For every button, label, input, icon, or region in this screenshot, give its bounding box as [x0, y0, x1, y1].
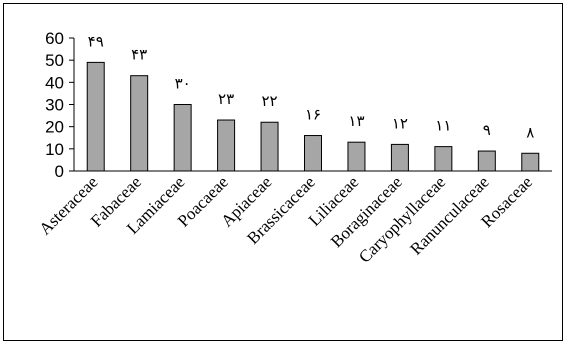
bar-brassicaceae [304, 135, 322, 172]
bar-caryophyllaceae [434, 146, 453, 172]
labels: ۴۹Asteraceae۴۳Fabaceae۳۰Lamiaceae۲۳Poaca… [35, 32, 536, 266]
value-label: ۱۲ [392, 114, 408, 132]
bar-fabaceae [130, 75, 149, 172]
value-label: ۲۳ [218, 90, 234, 108]
y-tick-label: 0 [55, 162, 64, 181]
y-tick-label: 30 [45, 96, 64, 115]
bar-ranunculaceae [477, 150, 496, 172]
bars [86, 61, 540, 172]
value-label: ۹ [483, 121, 491, 139]
value-label: ۴۹ [88, 32, 104, 50]
value-label: ۳۰ [175, 75, 191, 93]
bar-asteraceae [86, 61, 105, 172]
value-label: ۱۳ [348, 112, 364, 130]
bar-liliaceae [347, 141, 366, 172]
axes: 0 10 20 30 40 50 60 [45, 29, 552, 181]
y-tick-label: 60 [45, 29, 64, 48]
bar-boraginaceae [390, 143, 409, 172]
y-tick-label: 20 [45, 118, 64, 137]
value-label: ۸ [526, 123, 534, 141]
bar-rosaceae [521, 152, 540, 172]
y-tick-label: 50 [45, 51, 64, 70]
bar-apiaceae [260, 121, 279, 172]
y-tick-label: 10 [45, 140, 64, 159]
value-label: ۲۲ [261, 92, 277, 110]
y-tick-label: 40 [45, 73, 64, 92]
value-label: ۱۱ [435, 117, 451, 135]
category-label: Asteraceae [35, 172, 101, 238]
value-label: ۱۶ [305, 106, 321, 124]
bar-lamiaceae [173, 104, 192, 172]
bar-poacaeae [217, 119, 236, 172]
chart-frame: 0 10 20 30 40 50 60 ۴۹ Asteraceae ۴۳ Fabaceae ۳۰ La… [3, 3, 563, 341]
value-label: ۴۳ [131, 46, 147, 64]
